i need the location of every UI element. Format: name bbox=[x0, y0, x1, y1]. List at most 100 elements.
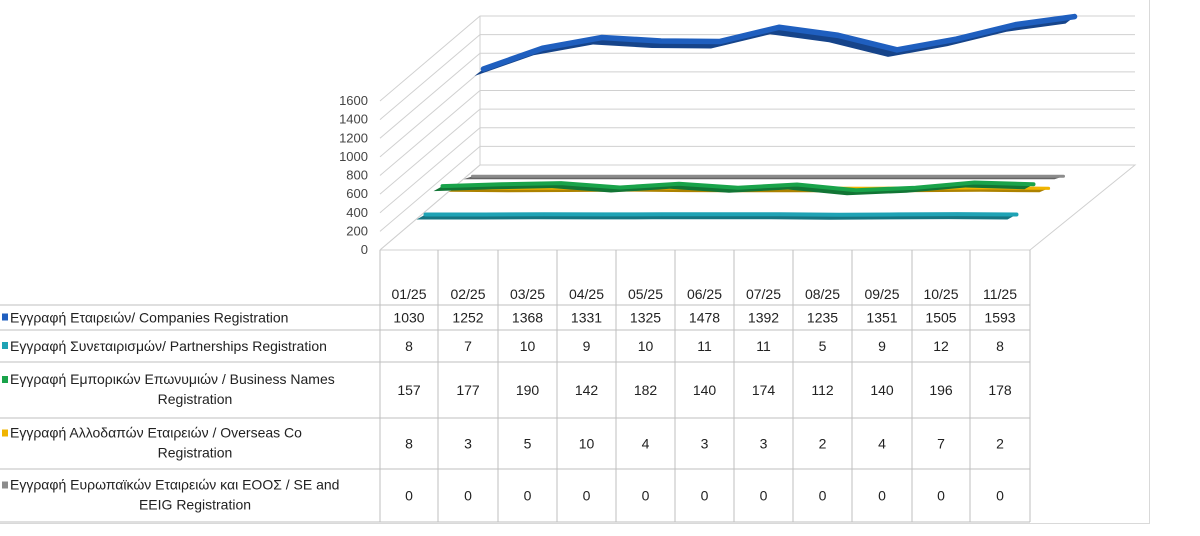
data-label: 0 bbox=[878, 488, 886, 504]
data-point bbox=[719, 40, 721, 43]
series-label: Εγγραφή Αλλοδαπών Εταιρειών / Overseas C… bbox=[10, 425, 302, 441]
data-table: 01/25 02/25 03/25 04/25 05/25 06/25 07/25 08/25… bbox=[0, 250, 1031, 523]
x-tick-label: 08/25 bbox=[805, 286, 840, 302]
data-label: 1593 bbox=[984, 310, 1015, 326]
y-tick-label: 0 bbox=[361, 242, 368, 257]
data-point bbox=[660, 40, 662, 42]
data-label: 190 bbox=[516, 382, 540, 398]
legend-key bbox=[2, 342, 8, 349]
data-label: 0 bbox=[819, 488, 827, 504]
data-label: 0 bbox=[760, 488, 768, 504]
floor-outline bbox=[379, 164, 1137, 251]
data-label: 8 bbox=[405, 338, 413, 354]
series-label: Εγγραφή Συνεταιρισμών/ Partnerships Regi… bbox=[10, 338, 327, 354]
y-tick-label: 1200 bbox=[339, 130, 368, 145]
data-point bbox=[826, 175, 828, 178]
series-label: EEIG Registration bbox=[139, 497, 251, 513]
y-tick-label: 1600 bbox=[339, 93, 368, 108]
data-point bbox=[483, 213, 486, 216]
data-label: 11 bbox=[756, 338, 771, 354]
data-point bbox=[471, 175, 474, 178]
data-label: 3 bbox=[701, 436, 709, 452]
data-label: 9 bbox=[583, 338, 591, 354]
gridline bbox=[379, 127, 1135, 214]
y-tick-label: 600 bbox=[346, 186, 368, 201]
data-point bbox=[914, 186, 917, 189]
data-label: 1351 bbox=[866, 310, 897, 326]
y-tick-label: 400 bbox=[346, 205, 368, 220]
series-label: Εγγραφή Εμπορικών Επωνυμιών / Business N… bbox=[10, 371, 335, 387]
data-point bbox=[601, 36, 603, 39]
legend-key bbox=[2, 429, 8, 437]
x-tick-label: 03/25 bbox=[510, 286, 545, 302]
x-tick-label: 11/25 bbox=[983, 286, 1017, 302]
x-tick-label: 09/25 bbox=[864, 286, 899, 302]
data-point bbox=[767, 175, 769, 178]
data-label: 1331 bbox=[571, 310, 602, 326]
data-point bbox=[838, 213, 840, 216]
x-tick-label: 07/25 bbox=[746, 286, 781, 302]
data-label: 5 bbox=[524, 436, 532, 452]
data-label: 3 bbox=[760, 436, 768, 452]
data-point bbox=[649, 175, 651, 178]
data-point bbox=[619, 186, 621, 189]
data-point bbox=[1062, 175, 1065, 178]
data-label: 8 bbox=[996, 338, 1004, 354]
data-label: 112 bbox=[811, 382, 834, 398]
data-label: 1478 bbox=[689, 310, 720, 326]
data-label: 9 bbox=[878, 338, 886, 354]
data-point bbox=[441, 185, 444, 188]
y-tick-label: 800 bbox=[346, 168, 368, 183]
data-point bbox=[602, 213, 604, 216]
y-tick-label: 1000 bbox=[339, 149, 368, 164]
data-point bbox=[1073, 15, 1076, 18]
data-point bbox=[896, 48, 898, 51]
data-label: 140 bbox=[693, 382, 717, 398]
data-label: 0 bbox=[524, 488, 532, 504]
x-tick-label: 02/25 bbox=[450, 286, 485, 302]
data-point bbox=[956, 213, 959, 216]
data-point bbox=[560, 182, 562, 185]
data-label: 0 bbox=[996, 488, 1004, 504]
legend-key bbox=[2, 376, 8, 383]
data-point bbox=[543, 213, 545, 216]
data-point bbox=[855, 189, 857, 192]
data-label: 177 bbox=[456, 382, 480, 398]
data-point bbox=[944, 175, 947, 178]
data-label: 10 bbox=[638, 338, 654, 354]
gridline bbox=[379, 108, 1135, 195]
data-label: 1325 bbox=[630, 310, 661, 326]
data-label: 4 bbox=[642, 436, 650, 452]
data-point bbox=[720, 213, 722, 216]
data-point bbox=[500, 183, 503, 186]
data-point bbox=[1047, 187, 1050, 190]
data-point bbox=[885, 175, 887, 178]
gridline bbox=[379, 90, 1135, 176]
data-label: 0 bbox=[642, 488, 650, 504]
data-label: 2 bbox=[996, 436, 1004, 452]
chart-frame bbox=[0, 0, 1150, 524]
data-label: 7 bbox=[937, 436, 945, 452]
data-point bbox=[1014, 23, 1017, 26]
data-label: 12 bbox=[933, 338, 949, 354]
data-label: 0 bbox=[701, 488, 709, 504]
series-label: Registration bbox=[158, 445, 233, 461]
data-label: 157 bbox=[397, 382, 421, 398]
data-label: 10 bbox=[520, 338, 536, 354]
data-label: 174 bbox=[752, 382, 776, 398]
data-label: 1392 bbox=[748, 310, 779, 326]
series-label: Εγγραφή Ευρωπαϊκών Εταιρειών και ΕΟΟΣ / … bbox=[10, 477, 339, 493]
data-point bbox=[778, 26, 780, 29]
data-point bbox=[737, 186, 739, 189]
series-label: Registration bbox=[158, 391, 233, 407]
series-label: Εγγραφή Εταιρειών/ Companies Registratio… bbox=[10, 310, 288, 326]
data-point bbox=[837, 34, 839, 37]
data-point bbox=[530, 175, 533, 178]
x-tick-label: 01/25 bbox=[391, 286, 426, 302]
data-point bbox=[1003, 175, 1006, 178]
x-tick-label: 10/25 bbox=[923, 286, 958, 302]
data-label: 1235 bbox=[807, 310, 838, 326]
y-tick-label: 1400 bbox=[339, 112, 368, 127]
data-label: 1505 bbox=[925, 310, 956, 326]
